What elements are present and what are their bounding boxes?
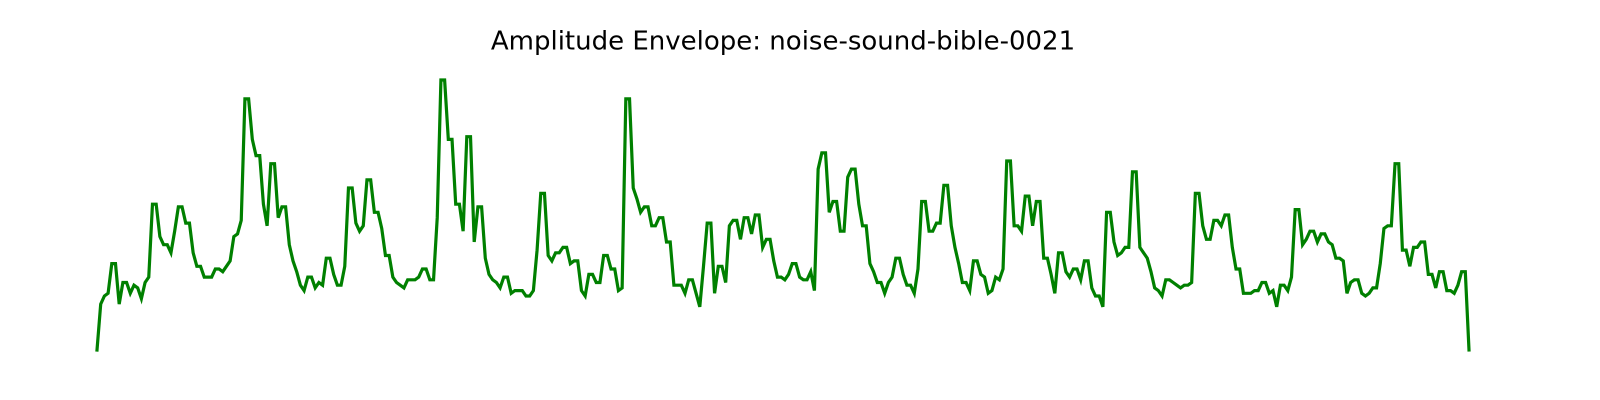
chart-title: Amplitude Envelope: noise-sound-bible-00… xyxy=(491,27,1075,57)
envelope-line xyxy=(95,78,1471,352)
